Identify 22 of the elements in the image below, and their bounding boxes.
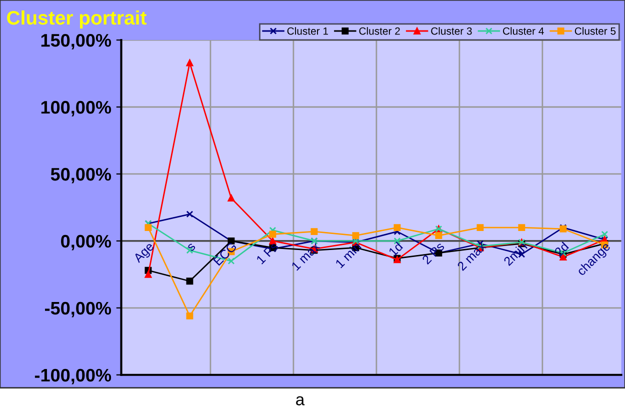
x-tick-label: 2 Ps	[422, 241, 445, 265]
legend-label: Cluster 1	[287, 27, 328, 35]
chart-title: Cluster portrait	[7, 10, 146, 29]
legend-label: Cluster 2	[359, 27, 400, 35]
y-tick-label: 0,00%	[61, 234, 112, 250]
text: a	[296, 396, 305, 406]
x-tick-label: 2d	[554, 242, 570, 257]
legend-label: Cluster 4	[503, 27, 544, 35]
x-tick-label: 1 min	[334, 242, 362, 268]
y-tick-label: -100,00%	[34, 368, 112, 384]
y-tick-label: 100,00%	[41, 100, 112, 116]
x-tick-label: 1 max	[291, 241, 321, 271]
legend-label: Cluster 5	[574, 27, 616, 35]
legend-label: Cluster 3	[431, 27, 472, 35]
x-tick-label: 1d	[388, 242, 404, 257]
y-tick-label: 150,00%	[41, 34, 112, 50]
x-tick-label: 1 Ps	[256, 242, 279, 264]
x-tick-label: 2 max	[456, 241, 487, 272]
x-tick-label: Age	[132, 242, 156, 265]
y-tick-label: 50,00%	[50, 168, 112, 184]
y-tick-label: -50,00%	[44, 302, 112, 318]
x-tick-label: s	[187, 242, 196, 252]
